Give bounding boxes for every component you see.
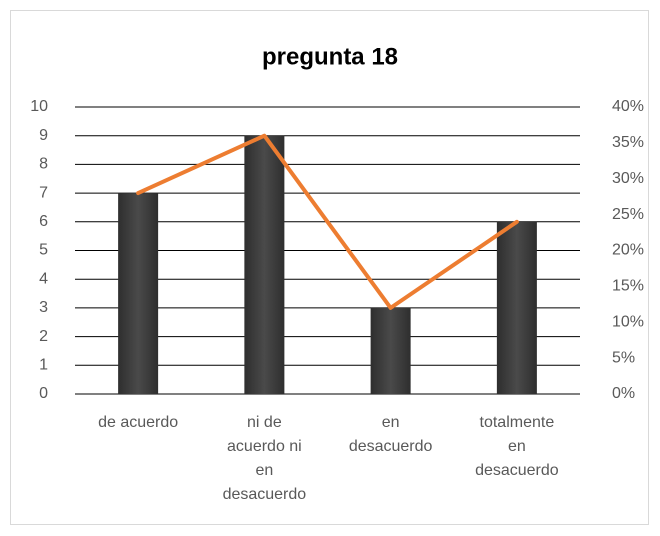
chart-border (10, 10, 649, 525)
y-tick-label: 9 (39, 127, 48, 144)
bar (244, 135, 285, 394)
y2-tick-label: 5% (612, 349, 635, 366)
bar (496, 221, 537, 394)
y-tick-label: 2 (39, 328, 48, 345)
bar (370, 307, 411, 394)
x-tick-label: totalmente en desacuerdo (475, 414, 559, 479)
y2-tick-label: 10% (612, 313, 644, 330)
y2-tick-label: 0% (612, 385, 635, 402)
y-tick-label: 10 (30, 98, 48, 115)
y2-tick-label: 40% (612, 98, 644, 115)
x-tick-label: ni de acuerdo ni en desacuerdo (222, 414, 307, 503)
line (136, 133, 519, 310)
y-tick-label: 7 (39, 184, 48, 201)
y-tick-label: 5 (39, 242, 48, 259)
y-tick-label: 1 (39, 357, 48, 374)
y-tick-label: 4 (39, 270, 48, 287)
y-tick-label: 6 (39, 213, 48, 230)
chart-title: pregunta 18 (262, 43, 398, 70)
y-tick-label: 0 (39, 385, 48, 402)
y2-tick-label: 35% (612, 134, 644, 151)
y-tick-label: 8 (39, 156, 48, 173)
y-tick-label: 3 (39, 299, 48, 316)
y2-tick-label: 15% (612, 278, 644, 295)
x-tick-label: en desacuerdo (348, 414, 433, 455)
x-tick-label: de acuerdo (98, 414, 179, 431)
y2-tick-label: 20% (612, 242, 644, 259)
y2-tick-label: 30% (612, 170, 644, 187)
bar (118, 193, 159, 394)
y2-tick-label: 25% (612, 206, 644, 223)
